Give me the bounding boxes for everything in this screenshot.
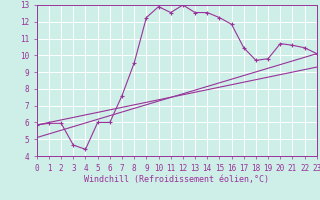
X-axis label: Windchill (Refroidissement éolien,°C): Windchill (Refroidissement éolien,°C) xyxy=(84,175,269,184)
